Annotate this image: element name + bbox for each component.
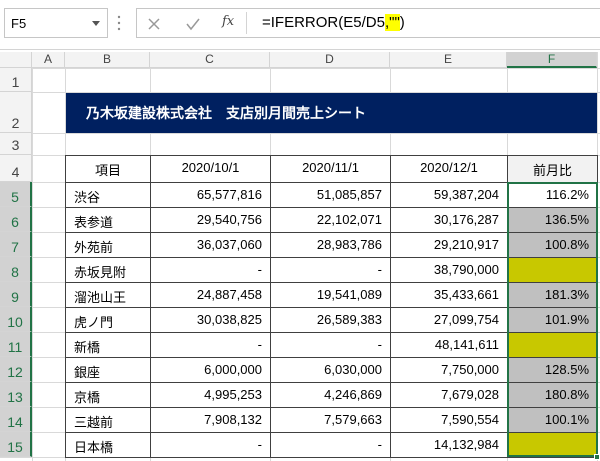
table-cell[interactable]: 渋谷 bbox=[65, 182, 151, 208]
table-cell[interactable]: 新橋 bbox=[65, 332, 151, 358]
grid-line bbox=[0, 133, 600, 134]
table-cell[interactable]: 7,750,000 bbox=[390, 357, 508, 383]
table-cell[interactable]: 6,030,000 bbox=[270, 357, 391, 383]
row-header[interactable]: 3 bbox=[0, 133, 32, 155]
table-cell[interactable]: 26,589,383 bbox=[270, 307, 391, 333]
row-header[interactable]: 15 bbox=[0, 432, 32, 457]
table-cell[interactable]: 4,246,869 bbox=[270, 382, 391, 408]
table-cell[interactable]: 14,132,984 bbox=[390, 432, 508, 458]
formula-part: ) bbox=[399, 14, 405, 31]
table-cell[interactable]: 7,679,028 bbox=[390, 382, 508, 408]
title-band: 乃木坂建設株式会社 支店別月間売上シート bbox=[66, 93, 597, 133]
column-header[interactable]: C bbox=[150, 52, 270, 68]
table-cell[interactable]: 101.9% bbox=[507, 307, 598, 333]
corner bbox=[0, 52, 32, 68]
divider bbox=[246, 12, 247, 34]
row-header[interactable]: 12 bbox=[0, 357, 32, 382]
table-cell[interactable]: 116.2% bbox=[507, 182, 598, 208]
selection bbox=[507, 182, 598, 457]
table-cell[interactable]: 7,590,554 bbox=[390, 407, 508, 433]
table-cell[interactable]: 35,433,661 bbox=[390, 282, 508, 308]
cancel-icon[interactable] bbox=[147, 17, 161, 31]
table-cell[interactable]: 30,176,287 bbox=[390, 207, 508, 233]
table-cell[interactable]: 7,579,663 bbox=[270, 407, 391, 433]
table-cell[interactable]: 24,887,458 bbox=[150, 282, 271, 308]
table-cell[interactable]: 表参道 bbox=[65, 207, 151, 233]
name-box[interactable]: F5 bbox=[4, 8, 108, 38]
table-cell[interactable]: 65,577,816 bbox=[150, 182, 271, 208]
table-cell[interactable]: 27,099,754 bbox=[390, 307, 508, 333]
table-cell[interactable]: 19,541,089 bbox=[270, 282, 391, 308]
table-cell[interactable]: 28,983,786 bbox=[270, 232, 391, 258]
table-cell[interactable]: 4,995,253 bbox=[150, 382, 271, 408]
table-cell[interactable]: 36,037,060 bbox=[150, 232, 271, 258]
row-header[interactable]: 13 bbox=[0, 382, 32, 407]
row-header[interactable]: 9 bbox=[0, 282, 32, 307]
table-cell[interactable]: - bbox=[150, 332, 271, 358]
table-cell[interactable]: 日本橋 bbox=[65, 432, 151, 458]
table-cell[interactable]: 6,000,000 bbox=[150, 357, 271, 383]
separator-dots bbox=[117, 15, 121, 31]
table-cell[interactable]: - bbox=[270, 332, 391, 358]
table-cell[interactable] bbox=[507, 432, 598, 458]
grid-line bbox=[0, 68, 600, 69]
table-cell[interactable]: 2020/12/1 bbox=[390, 155, 508, 183]
table-cell[interactable]: 29,540,756 bbox=[150, 207, 271, 233]
row-header[interactable]: 11 bbox=[0, 332, 32, 357]
row-header[interactable]: 7 bbox=[0, 232, 32, 257]
formula-text: =IFERROR(E5/D5,"") bbox=[262, 14, 405, 31]
column-header[interactable]: B bbox=[65, 52, 150, 68]
row-header[interactable]: 1 bbox=[0, 68, 32, 92]
table-cell[interactable]: 項目 bbox=[65, 155, 151, 183]
column-header[interactable]: F bbox=[507, 52, 597, 68]
table-cell[interactable]: - bbox=[150, 432, 271, 458]
row-header[interactable]: 10 bbox=[0, 307, 32, 332]
table-cell[interactable]: 59,387,204 bbox=[390, 182, 508, 208]
name-box-text: F5 bbox=[11, 16, 27, 31]
table-cell[interactable]: 赤坂見附 bbox=[65, 257, 151, 283]
table-cell[interactable]: 虎ノ門 bbox=[65, 307, 151, 333]
table-cell[interactable]: 溜池山王 bbox=[65, 282, 151, 308]
table-cell[interactable]: 京橋 bbox=[65, 382, 151, 408]
table-cell[interactable]: 100.1% bbox=[507, 407, 598, 433]
row-header[interactable]: 14 bbox=[0, 407, 32, 432]
grid-line bbox=[0, 92, 600, 93]
row-header[interactable]: 5 bbox=[0, 182, 32, 207]
table-cell[interactable]: 7,908,132 bbox=[150, 407, 271, 433]
column-header[interactable]: D bbox=[270, 52, 390, 68]
table-cell[interactable]: 29,210,917 bbox=[390, 232, 508, 258]
formula-highlight: ,"" bbox=[384, 14, 400, 31]
enter-icon[interactable] bbox=[185, 17, 201, 31]
dropdown-arrow bbox=[92, 21, 100, 26]
table-cell[interactable]: - bbox=[270, 257, 391, 283]
column-header[interactable]: A bbox=[32, 52, 65, 68]
formula-box bbox=[136, 8, 600, 38]
table-cell[interactable]: - bbox=[150, 257, 271, 283]
table-cell[interactable]: 30,038,825 bbox=[150, 307, 271, 333]
table-cell[interactable]: 2020/11/1 bbox=[270, 155, 391, 183]
row-header[interactable]: 2 bbox=[0, 92, 32, 133]
fill-handle[interactable] bbox=[594, 454, 600, 460]
table-cell[interactable]: 前月比 bbox=[507, 155, 598, 183]
table-cell[interactable]: 38,790,000 bbox=[390, 257, 508, 283]
row-header[interactable]: 4 bbox=[0, 155, 32, 182]
table-cell[interactable]: 51,085,857 bbox=[270, 182, 391, 208]
table-cell[interactable]: - bbox=[270, 432, 391, 458]
column-header[interactable]: E bbox=[390, 52, 507, 68]
table-cell[interactable]: 三越前 bbox=[65, 407, 151, 433]
table-cell[interactable]: 100.8% bbox=[507, 232, 598, 258]
row-header[interactable]: 6 bbox=[0, 207, 32, 232]
table-cell[interactable]: 22,102,071 bbox=[270, 207, 391, 233]
table-cell[interactable]: 銀座 bbox=[65, 357, 151, 383]
grid-line bbox=[32, 52, 33, 461]
row-header[interactable]: 8 bbox=[0, 257, 32, 282]
formula-part: =IFERROR(E5/D5 bbox=[262, 14, 385, 31]
table-cell[interactable]: 2020/10/1 bbox=[150, 155, 271, 183]
fx-icon[interactable]: fx bbox=[222, 14, 235, 29]
table-cell[interactable]: 外苑前 bbox=[65, 232, 151, 258]
table-cell[interactable] bbox=[507, 257, 598, 283]
table-cell[interactable]: 48,141,611 bbox=[390, 332, 508, 358]
